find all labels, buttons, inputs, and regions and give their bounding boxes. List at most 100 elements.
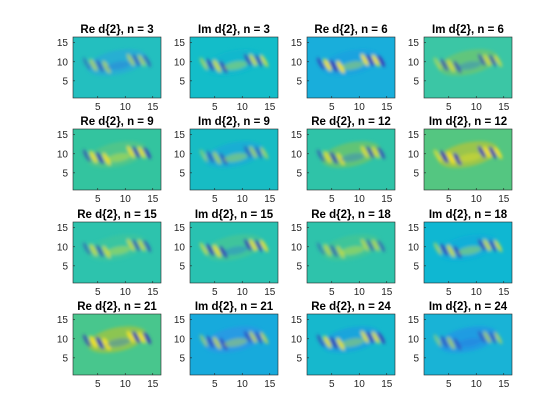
x-tick-label: 10 (354, 379, 366, 390)
x-tick-label: 5 (446, 194, 452, 205)
y-tick-label: 10 (291, 242, 303, 253)
heatmap-field (433, 49, 503, 76)
y-tick-label: 5 (413, 261, 419, 272)
heatmap-field (433, 326, 503, 353)
panel-title: Im d{2}, n = 21 (195, 301, 274, 313)
y-tick-label: 10 (408, 334, 420, 345)
y-tick-label: 5 (296, 261, 302, 272)
heatmap-field (199, 49, 269, 76)
x-tick-label: 15 (381, 194, 393, 205)
x-tick-label: 5 (95, 379, 101, 390)
panel-title: Re d{2}, n = 21 (77, 301, 157, 313)
heatmap-panel: Im d{2}, n = 18 5 10 15 5 10 15 (408, 209, 513, 298)
heatmap-field (199, 234, 269, 261)
heatmap-panel: Re d{2}, n = 18 5 10 15 5 10 15 (291, 209, 396, 298)
heatmap-field (316, 49, 386, 76)
x-tick-label: 15 (498, 379, 510, 390)
x-tick-label: 15 (498, 194, 510, 205)
y-tick-label: 15 (408, 38, 420, 49)
y-tick-label: 10 (57, 57, 69, 68)
y-tick-label: 15 (174, 315, 186, 326)
axes-frame (306, 221, 396, 284)
y-tick-label: 10 (57, 334, 69, 345)
heatmap-field (82, 234, 152, 261)
y-tick-label: 5 (296, 76, 302, 87)
panel-title: Im d{2}, n = 3 (198, 24, 270, 36)
axes-frame (72, 313, 162, 376)
heatmap-panel: Im d{2}, n = 9 5 10 15 5 10 15 (174, 116, 279, 205)
x-tick-label: 15 (381, 102, 393, 113)
heatmap-panel: Im d{2}, n = 21 5 10 15 5 10 15 (174, 301, 279, 390)
x-tick-label: 15 (264, 194, 276, 205)
axes-frame (423, 313, 513, 376)
x-tick-label: 10 (354, 287, 366, 298)
axes-frame (306, 128, 396, 191)
axes-frame (423, 221, 513, 284)
heatmap-panel: Im d{2}, n = 6 5 10 15 5 10 15 (408, 24, 513, 113)
x-tick-label: 5 (212, 287, 218, 298)
x-tick-label: 10 (471, 102, 483, 113)
heatmap-panel: Re d{2}, n = 15 5 10 15 5 10 15 (57, 209, 162, 298)
x-tick-label: 5 (212, 379, 218, 390)
heatmap-field (82, 49, 152, 76)
y-tick-label: 5 (296, 168, 302, 179)
x-tick-label: 15 (147, 194, 159, 205)
axes-frame (189, 221, 279, 284)
x-tick-label: 10 (471, 379, 483, 390)
x-tick-label: 15 (147, 379, 159, 390)
y-tick-label: 10 (408, 242, 420, 253)
y-tick-label: 5 (413, 168, 419, 179)
x-tick-label: 10 (471, 194, 483, 205)
axes-frame (189, 36, 279, 99)
panel-title: Re d{2}, n = 3 (80, 24, 153, 36)
y-tick-label: 10 (174, 334, 186, 345)
x-tick-label: 15 (381, 379, 393, 390)
x-tick-label: 15 (264, 379, 276, 390)
x-tick-label: 5 (329, 194, 335, 205)
x-tick-label: 15 (264, 287, 276, 298)
heatmap-panel: Re d{2}, n = 3 5 10 15 5 10 15 (57, 24, 162, 113)
x-tick-label: 5 (212, 102, 218, 113)
x-tick-label: 5 (329, 102, 335, 113)
heatmap-panel: Re d{2}, n = 9 5 10 15 5 10 15 (57, 116, 162, 205)
y-tick-label: 5 (62, 261, 68, 272)
axes-frame (72, 221, 162, 284)
x-tick-label: 10 (120, 102, 132, 113)
heatmap-panel: Re d{2}, n = 12 5 10 15 5 10 15 (291, 116, 396, 205)
y-tick-label: 5 (179, 76, 185, 87)
y-tick-label: 10 (291, 149, 303, 160)
panel-title: Im d{2}, n = 18 (429, 209, 508, 221)
x-tick-label: 10 (120, 287, 132, 298)
x-tick-label: 10 (354, 194, 366, 205)
y-tick-label: 15 (291, 315, 303, 326)
x-tick-label: 5 (446, 379, 452, 390)
heatmap-field (316, 326, 386, 353)
heatmap-panel: Re d{2}, n = 24 5 10 15 5 10 15 (291, 301, 396, 390)
panel-title: Re d{2}, n = 24 (311, 301, 391, 313)
panel-title: Im d{2}, n = 6 (432, 24, 504, 36)
panel-title: Im d{2}, n = 15 (195, 209, 274, 221)
y-tick-label: 10 (408, 149, 420, 160)
y-tick-label: 15 (291, 130, 303, 141)
y-tick-label: 15 (291, 223, 303, 234)
y-tick-label: 15 (174, 130, 186, 141)
panel-title: Re d{2}, n = 12 (311, 116, 391, 128)
y-tick-label: 5 (179, 353, 185, 364)
y-tick-label: 15 (408, 315, 420, 326)
x-tick-label: 15 (498, 102, 510, 113)
heatmap-field (199, 326, 269, 353)
y-tick-label: 5 (62, 353, 68, 364)
x-tick-label: 15 (498, 287, 510, 298)
y-tick-label: 5 (296, 353, 302, 364)
y-tick-label: 5 (413, 76, 419, 87)
panel-grid: Re d{2}, n = 3 5 10 15 5 10 15 Im d{2}, n = 3 5 1… (57, 24, 513, 390)
x-tick-label: 5 (95, 287, 101, 298)
x-tick-label: 5 (446, 102, 452, 113)
panel-title: Im d{2}, n = 12 (429, 116, 507, 128)
y-tick-label: 10 (57, 149, 69, 160)
x-tick-label: 10 (120, 194, 132, 205)
axes-frame (189, 313, 279, 376)
y-tick-label: 15 (57, 223, 69, 234)
x-tick-label: 10 (237, 102, 249, 113)
